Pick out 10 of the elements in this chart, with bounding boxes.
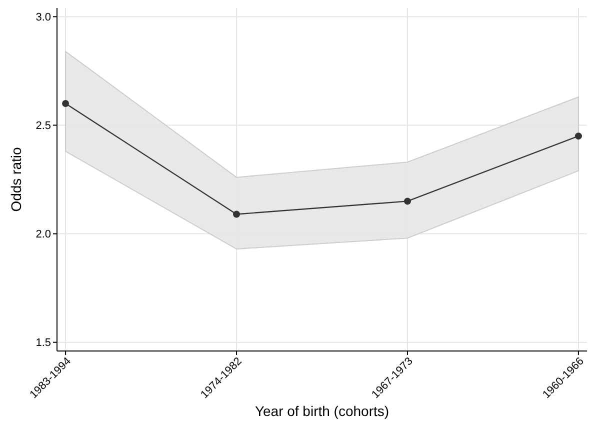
point	[574, 132, 582, 140]
y-tick-label: 1.5	[36, 337, 51, 350]
x-axis-title: Year of birth (cohorts)	[254, 403, 390, 419]
point	[404, 198, 411, 205]
y-tick-label: 2.0	[36, 228, 51, 241]
point	[233, 210, 240, 218]
y-tick-label: 2.5	[36, 120, 51, 132]
point	[62, 100, 70, 108]
y-tick-label: 3.0	[36, 12, 51, 24]
y-axis-title: Odds ratio	[8, 146, 24, 212]
